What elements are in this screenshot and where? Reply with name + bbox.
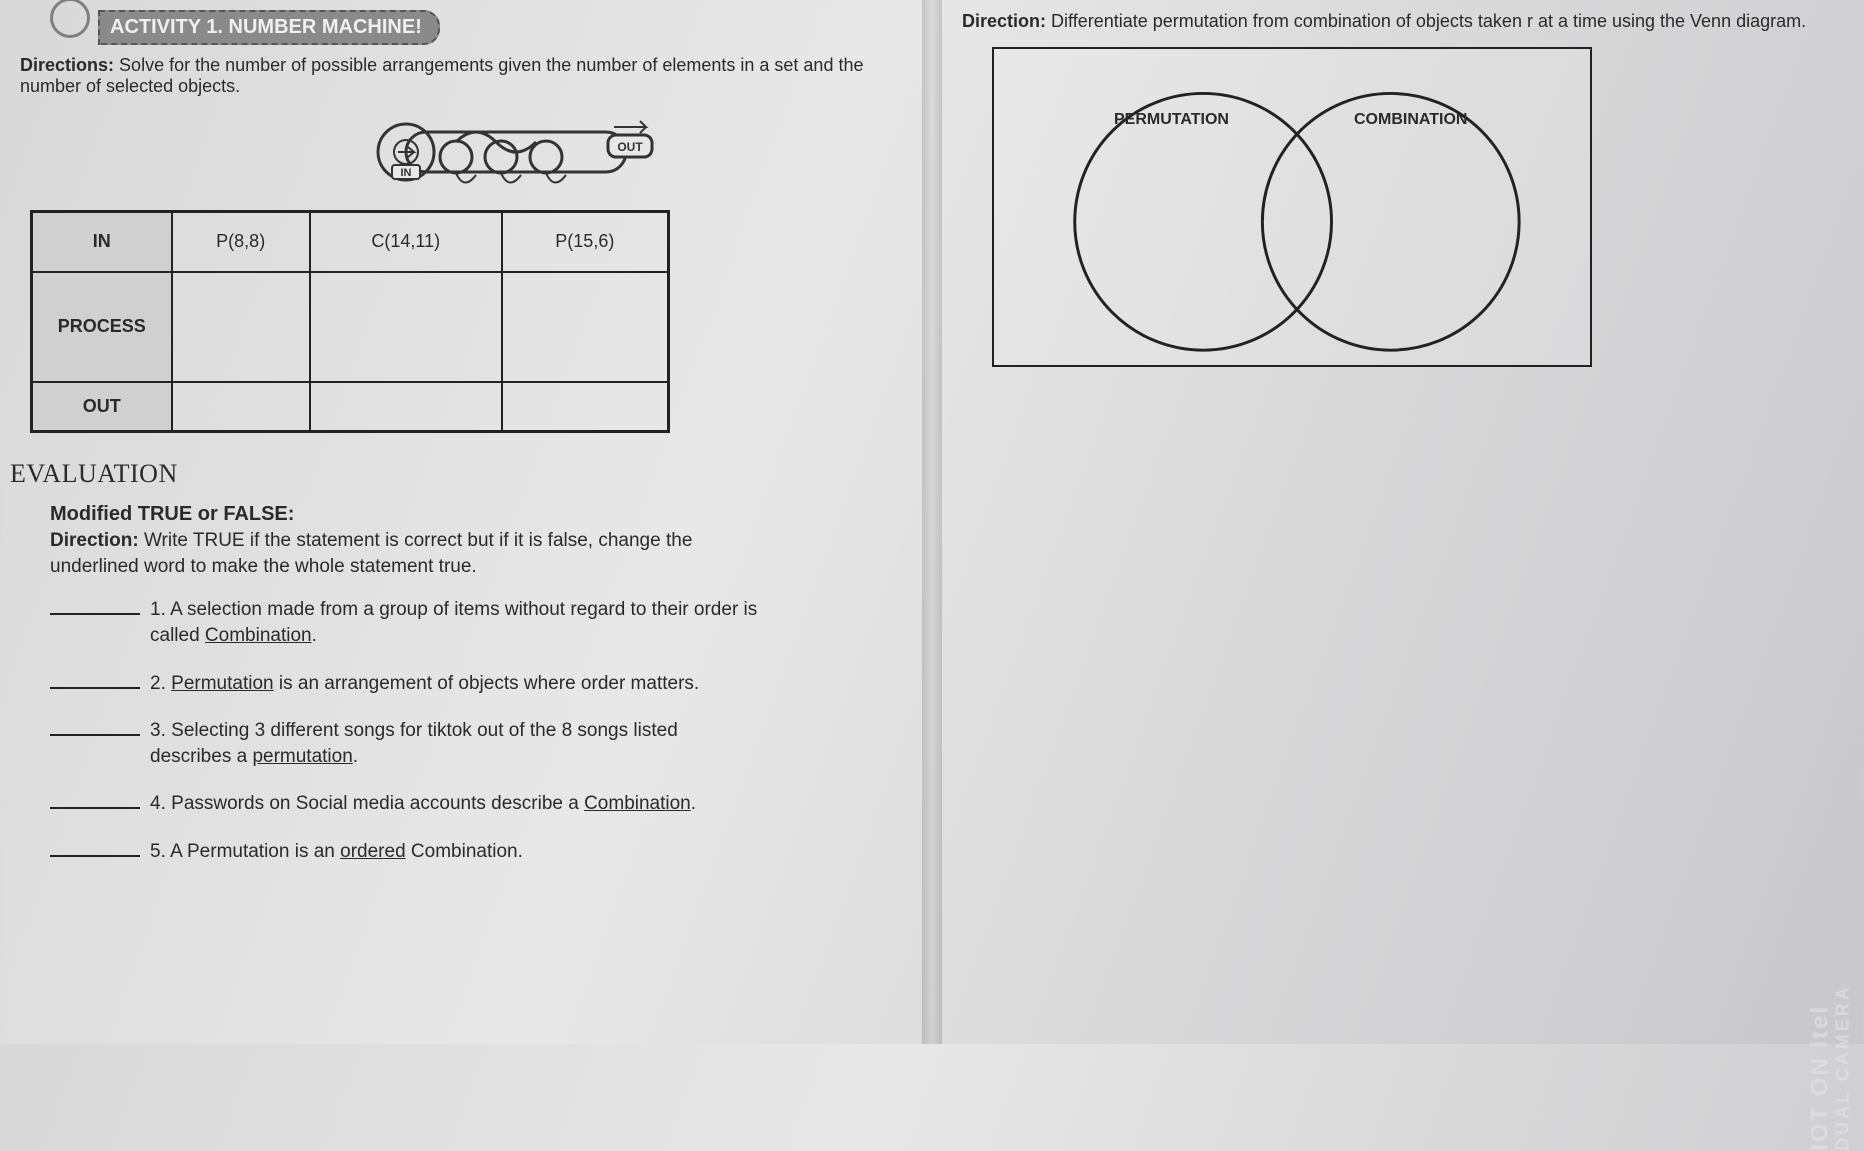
table-process-cell-0[interactable]	[172, 272, 310, 382]
item-number: 1.	[150, 599, 166, 620]
evaluation-direction-label: Direction:	[50, 530, 139, 551]
venn-diagram-box: PERMUTATION COMBINATION	[992, 47, 1592, 367]
answer-blank[interactable]	[50, 855, 140, 857]
evaluation-heading: EVALUATION	[10, 459, 902, 489]
item-number: 3.	[150, 720, 166, 741]
machine-out-label: OUT	[617, 140, 643, 154]
list-item: 4. Passwords on Social media accounts de…	[50, 791, 902, 817]
table-row-label-process: PROCESS	[32, 272, 172, 382]
watermark-line1: IOT ON itel	[1808, 984, 1834, 1151]
venn-right-label: COMBINATION	[1354, 111, 1467, 129]
venn-right-circle	[1262, 94, 1519, 351]
table-row-label-in: IN	[32, 212, 172, 272]
venn-left-label: PERMUTATION	[1114, 111, 1229, 129]
activity-header: ACTIVITY 1. NUMBER MACHINE!	[50, 10, 440, 45]
evaluation-direction-text: Write TRUE if the statement is correct b…	[50, 530, 692, 577]
item-number: 4.	[150, 793, 166, 814]
right-direction-text: Differentiate permutation from combinati…	[1051, 11, 1806, 31]
right-page: Direction: Differentiate permutation fro…	[932, 0, 1864, 1044]
venn-svg	[994, 49, 1590, 365]
table-in-cell-0: P(8,8)	[172, 212, 310, 272]
item-post: .	[312, 625, 317, 646]
item-pre: A Permutation is an	[170, 841, 340, 862]
table-out-cell-1[interactable]	[310, 382, 502, 432]
list-item: 5. A Permutation is an ordered Combinati…	[50, 839, 902, 865]
machine-in-label: IN	[401, 167, 412, 179]
item-pre: Passwords on Social media accounts descr…	[171, 793, 584, 814]
item-underlined: Permutation	[171, 673, 273, 694]
item-pre: Selecting 3 different songs for tiktok o…	[150, 720, 678, 767]
venn-left-circle	[1075, 94, 1332, 351]
right-direction-label: Direction:	[962, 11, 1046, 31]
table-out-cell-0[interactable]	[172, 382, 310, 432]
table-process-cell-2[interactable]	[502, 272, 669, 382]
true-false-list: 1. A selection made from a group of item…	[50, 597, 902, 864]
watermark-line2: DUAL CAMERA	[1834, 984, 1854, 1151]
table-process-cell-1[interactable]	[310, 272, 502, 382]
table-out-cell-2[interactable]	[502, 382, 669, 432]
list-item: 3. Selecting 3 different songs for tikto…	[50, 718, 902, 769]
answer-blank[interactable]	[50, 687, 140, 689]
table-in-cell-2: P(15,6)	[502, 212, 669, 272]
item-post: Combination.	[406, 841, 523, 862]
item-underlined: Combination	[584, 793, 691, 814]
directions-label: Directions:	[20, 55, 114, 75]
camera-watermark: IOT ON itel DUAL CAMERA	[1808, 984, 1854, 1151]
item-post: .	[691, 793, 696, 814]
item-number: 2.	[150, 673, 166, 694]
modified-tf-heading: Modified TRUE or FALSE:	[50, 503, 902, 526]
activity-title: ACTIVITY 1. NUMBER MACHINE!	[98, 10, 440, 45]
item-post: is an arrangement of objects where order…	[274, 673, 700, 694]
list-item: 1. A selection made from a group of item…	[50, 597, 902, 648]
item-underlined: Combination	[205, 625, 312, 646]
io-table: IN P(8,8) C(14,11) P(15,6) PROCESS OUT	[30, 210, 670, 433]
answer-blank[interactable]	[50, 734, 140, 736]
item-post: .	[353, 746, 358, 767]
item-number: 5.	[150, 841, 166, 862]
table-row-label-out: OUT	[32, 382, 172, 432]
activity-badge-circle	[50, 0, 90, 38]
number-machine-illustration: IN OUT	[130, 107, 902, 202]
right-direction: Direction: Differentiate permutation fro…	[962, 10, 1824, 33]
answer-blank[interactable]	[50, 613, 140, 615]
activity-directions: Directions: Solve for the number of poss…	[20, 55, 902, 97]
table-in-cell-1: C(14,11)	[310, 212, 502, 272]
evaluation-direction: Direction: Write TRUE if the statement i…	[50, 528, 730, 579]
directions-text: Solve for the number of possible arrange…	[20, 55, 863, 96]
item-underlined: ordered	[340, 841, 406, 862]
left-page: ACTIVITY 1. NUMBER MACHINE! Directions: …	[0, 0, 932, 1044]
item-underlined: permutation	[252, 746, 352, 767]
list-item: 2. Permutation is an arrangement of obje…	[50, 671, 902, 697]
answer-blank[interactable]	[50, 807, 140, 809]
